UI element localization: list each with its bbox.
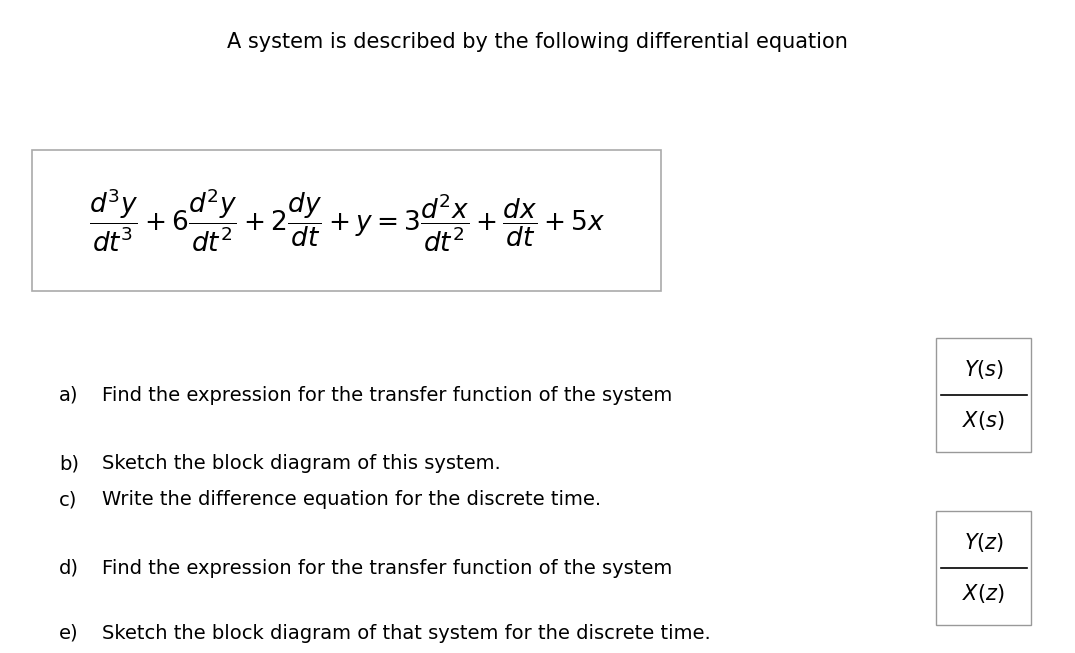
Text: Sketch the block diagram of that system for the discrete time.: Sketch the block diagram of that system … (102, 624, 711, 643)
Bar (936, 338, 1031, 452)
Text: d): d) (59, 558, 80, 578)
Text: $X\left(z\right)$: $X\left(z\right)$ (962, 582, 1005, 605)
Text: b): b) (59, 454, 80, 473)
Text: $\dfrac{d^3y}{dt^3}+6\dfrac{d^2y}{dt^2}+2\dfrac{dy}{dt}+y=3\dfrac{d^2x}{dt^2}+\d: $\dfrac{d^3y}{dt^3}+6\dfrac{d^2y}{dt^2}+… (88, 187, 605, 254)
Text: Find the expression for the transfer function of the system: Find the expression for the transfer fun… (102, 558, 672, 578)
Text: $Y\left(z\right)$: $Y\left(z\right)$ (963, 532, 1004, 554)
Text: Write the difference equation for the discrete time.: Write the difference equation for the di… (102, 490, 601, 509)
Bar (32, 150, 661, 291)
Text: $X\left(s\right)$: $X\left(s\right)$ (962, 409, 1005, 432)
Text: Sketch the block diagram of this system.: Sketch the block diagram of this system. (102, 454, 501, 473)
Text: a): a) (59, 385, 78, 405)
Bar (936, 511, 1031, 626)
Text: e): e) (59, 624, 78, 643)
Text: A system is described by the following differential equation: A system is described by the following d… (227, 33, 848, 52)
Text: Find the expression for the transfer function of the system: Find the expression for the transfer fun… (102, 385, 672, 405)
Text: $Y\left(s\right)$: $Y\left(s\right)$ (963, 358, 1004, 381)
Text: c): c) (59, 490, 77, 509)
